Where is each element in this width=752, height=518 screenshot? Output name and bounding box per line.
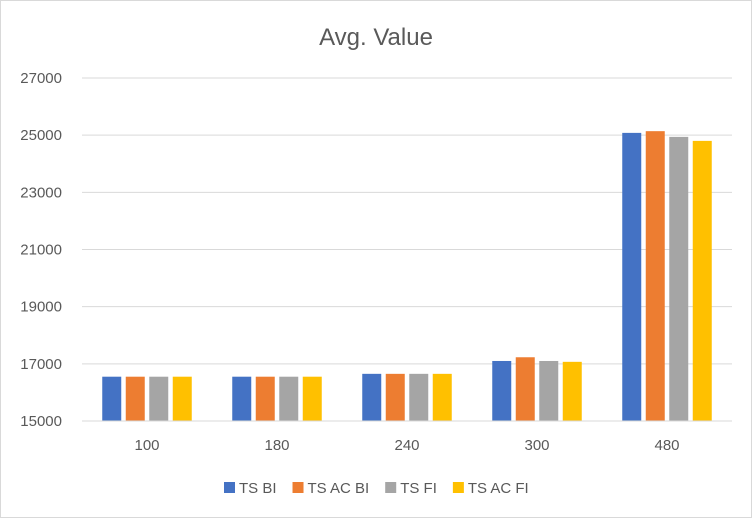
bar-3-480 <box>669 136 689 422</box>
y-tick-label: 17000 <box>20 356 62 373</box>
y-tick-label: 19000 <box>20 299 62 316</box>
bar-2-100 <box>125 376 145 421</box>
x-axis-ticks: 100 180 240 300 480 <box>134 437 679 454</box>
bar-4-100 <box>172 376 192 421</box>
bar-3-180 <box>279 376 299 421</box>
bar-2-300 <box>515 357 535 421</box>
bar-4-240 <box>432 373 452 421</box>
x-tick-label: 300 <box>524 437 549 454</box>
y-tick-label: 27000 <box>20 70 62 87</box>
bar-3-100 <box>149 376 169 421</box>
y-axis-ticks: 15000 17000 19000 21000 23000 25000 27000 <box>20 70 62 430</box>
legend-swatch <box>224 482 235 493</box>
bar-4-480 <box>692 140 712 421</box>
legend: TS BI TS AC BI TS FI TS AC FI <box>224 480 529 497</box>
x-tick-label: 100 <box>134 437 159 454</box>
bar-1-240 <box>362 373 382 421</box>
legend-label: TS AC BI <box>308 480 370 497</box>
x-tick-label: 480 <box>654 437 679 454</box>
legend-swatch <box>292 482 304 493</box>
legend-label: TS FI <box>400 480 437 497</box>
bar-2-480 <box>645 131 665 422</box>
bar-4-300 <box>562 361 582 421</box>
x-tick-label: 240 <box>394 437 419 454</box>
y-tick-label: 25000 <box>20 127 62 144</box>
legend-swatch <box>385 482 397 493</box>
chart-title: Avg. Value <box>319 24 433 51</box>
bar-1-480 <box>622 132 642 421</box>
bars <box>102 131 712 422</box>
legend-swatch <box>452 482 464 493</box>
bar-2-180 <box>255 376 275 421</box>
bar-4-180 <box>302 376 322 421</box>
y-tick-label: 21000 <box>20 242 62 259</box>
x-tick-label: 180 <box>264 437 289 454</box>
legend-label: TS AC FI <box>468 480 529 497</box>
bar-1-100 <box>102 376 122 421</box>
legend-label: TS BI <box>239 480 277 497</box>
bar-3-300 <box>539 360 559 421</box>
bar-3-240 <box>409 373 429 421</box>
bar-1-300 <box>492 360 512 421</box>
y-tick-label: 15000 <box>20 413 62 430</box>
y-tick-label: 23000 <box>20 184 62 201</box>
bar-2-240 <box>385 373 405 421</box>
bar-1-180 <box>232 376 252 421</box>
